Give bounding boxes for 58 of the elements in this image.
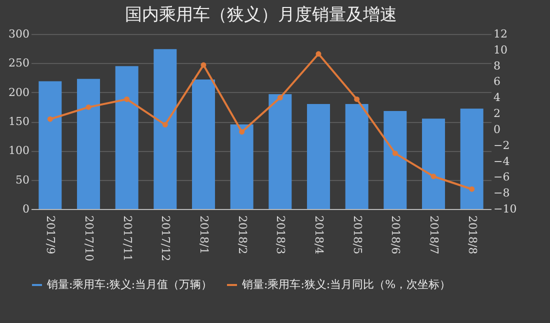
y2-tick-label: 10: [494, 43, 508, 56]
bar: [384, 111, 407, 209]
x-tick-label: 2017/12: [159, 216, 172, 262]
y2-tick-label: −8: [494, 186, 510, 200]
y2-tick-label: 0: [494, 122, 500, 136]
y2-tick-label: −6: [494, 170, 510, 184]
bar: [154, 49, 177, 209]
bar: [268, 94, 292, 209]
bar: [115, 66, 138, 209]
x-tick-label: 2017/10: [82, 216, 96, 262]
y2-tick-label: 8: [494, 59, 500, 72]
bar: [460, 108, 484, 209]
bar: [307, 104, 330, 209]
x-tick-label: 2018/2: [236, 216, 249, 254]
chart-title: 国内乘用车（狭义）月度销量及增速: [125, 5, 397, 25]
bar: [345, 104, 368, 209]
y-tick-label: 150: [8, 115, 30, 128]
y-tick-label: 100: [8, 144, 30, 158]
y2-tick-label: −2: [494, 138, 510, 152]
y-tick-label: 200: [8, 86, 30, 99]
point: [47, 116, 53, 122]
point: [277, 94, 283, 100]
bar: [192, 80, 215, 209]
point: [392, 150, 398, 156]
x-tick-label: 2018/4: [312, 216, 326, 254]
x-tick-label: 2018/6: [389, 216, 402, 254]
bar: [38, 81, 62, 209]
x-tick-label: 2017/11: [120, 216, 134, 262]
point: [316, 51, 322, 57]
x-tick-label: 2018/8: [466, 216, 479, 254]
y2-tick-label: −4: [494, 154, 510, 168]
y2-tick-label: −10: [494, 202, 517, 216]
y2-tick-label: 4: [494, 91, 500, 104]
point: [124, 96, 130, 102]
bar: [77, 78, 100, 209]
point: [239, 129, 245, 135]
x-tick-label: 2017/9: [44, 216, 58, 254]
point: [162, 122, 168, 128]
bar: [422, 118, 445, 209]
y2-tick-label: 6: [494, 75, 500, 88]
point: [200, 62, 206, 68]
legend-label: 销量:乘用车:狭义:当月同比（%，次坐标）: [241, 278, 451, 291]
point: [469, 186, 475, 192]
point: [430, 174, 436, 180]
y-tick-label: 0: [22, 202, 30, 216]
y2-tick-label: 12: [494, 28, 508, 40]
x-tick-label: 2018/3: [274, 216, 288, 254]
x-tick-label: 2018/7: [428, 216, 440, 254]
point: [86, 104, 92, 110]
bar: [230, 124, 254, 209]
point: [354, 96, 360, 102]
y-tick-label: 50: [16, 173, 30, 186]
y2-tick-label: 2: [494, 107, 500, 120]
y-tick-label: 250: [8, 56, 30, 70]
x-tick-label: 2018/5: [350, 216, 364, 254]
x-tick-label: 2018/1: [198, 216, 210, 254]
legend-label: 销量:乘用车:狭义:当月值（万辆）: [46, 278, 212, 291]
y-tick-label: 300: [8, 28, 30, 40]
